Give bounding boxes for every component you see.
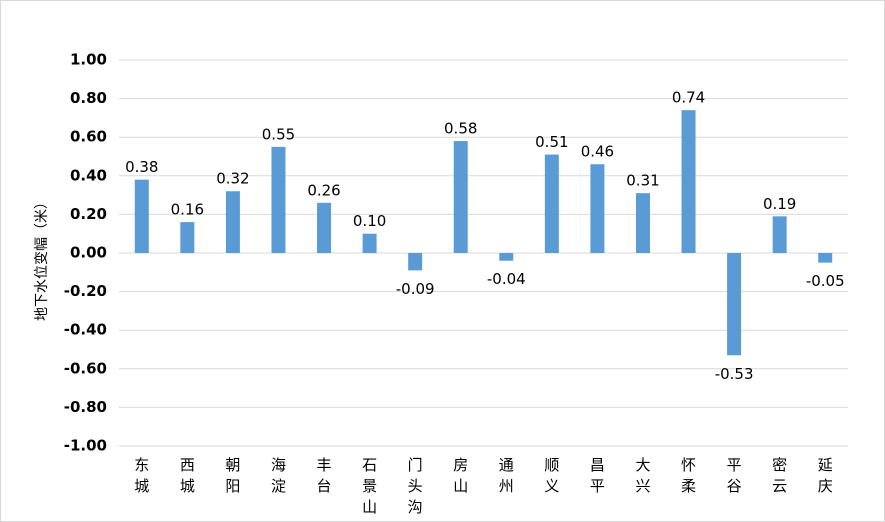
x-tick-label: 顺义 bbox=[544, 456, 559, 495]
data-label: 0.74 bbox=[672, 89, 705, 107]
x-tick-label: 西城 bbox=[180, 456, 195, 495]
x-tick-label: 门头沟 bbox=[408, 456, 423, 516]
x-tick-label: 房山 bbox=[453, 456, 468, 495]
x-tick-label: 平谷 bbox=[727, 456, 742, 495]
y-tick-label: 0.80 bbox=[70, 89, 107, 107]
bar bbox=[408, 253, 423, 271]
y-axis-ticks: 1.00 0.80 0.60 0.40 0.20 0.00 -0.20 -0.40 -0.60 -… bbox=[64, 51, 107, 455]
x-tick-label: 大兴 bbox=[635, 456, 650, 495]
x-tick-label: 通州 bbox=[499, 456, 514, 495]
y-tick-label: 1.00 bbox=[70, 51, 107, 69]
y-tick-label: -1.00 bbox=[64, 437, 107, 455]
data-label: 0.19 bbox=[763, 195, 796, 213]
x-tick-label: 怀柔 bbox=[681, 456, 696, 495]
y-tick-label: 0.60 bbox=[70, 128, 107, 146]
y-tick-label: 0.20 bbox=[70, 205, 107, 223]
y-axis-label: 地下水位变幅（米） bbox=[34, 195, 50, 321]
x-tick-label: 石景山 bbox=[362, 456, 377, 516]
gridlines bbox=[119, 59, 848, 447]
x-tick-label: 延庆 bbox=[818, 456, 833, 495]
data-label: -0.05 bbox=[806, 272, 845, 290]
x-tick-label: 朝阳 bbox=[225, 456, 240, 495]
bar bbox=[499, 253, 514, 261]
x-tick-label: 密云 bbox=[772, 456, 787, 495]
x-tick-label: 昌平 bbox=[590, 456, 605, 495]
data-label: -0.04 bbox=[487, 270, 526, 288]
data-label: 0.32 bbox=[216, 170, 249, 188]
data-label: 0.55 bbox=[262, 125, 295, 143]
bar bbox=[225, 191, 240, 253]
data-labels: 0.38 0.16 0.32 0.55 0.26 0.10 -0.09 0.58 -0.04 0.… bbox=[125, 89, 845, 383]
data-label: 0.58 bbox=[444, 120, 477, 138]
y-tick-label: 0.00 bbox=[70, 244, 107, 262]
bar bbox=[180, 222, 195, 253]
bar bbox=[453, 141, 468, 253]
bar bbox=[818, 253, 833, 263]
bar bbox=[635, 193, 650, 253]
bar bbox=[772, 216, 787, 253]
bars bbox=[134, 110, 833, 356]
data-label: -0.53 bbox=[715, 365, 754, 383]
y-tick-label: -0.40 bbox=[64, 321, 107, 339]
bar bbox=[681, 110, 696, 254]
data-label: -0.09 bbox=[396, 280, 435, 298]
y-tick-label: 0.40 bbox=[70, 166, 107, 184]
data-label: 0.51 bbox=[535, 133, 568, 151]
x-tick-label: 东城 bbox=[134, 456, 149, 495]
bar bbox=[590, 164, 605, 253]
bar bbox=[317, 202, 332, 253]
data-label: 0.46 bbox=[581, 143, 614, 161]
data-label: 0.10 bbox=[353, 212, 386, 230]
bar bbox=[727, 253, 742, 356]
y-tick-label: -0.60 bbox=[64, 359, 107, 377]
bar bbox=[544, 154, 559, 253]
y-tick-label: -0.20 bbox=[64, 282, 107, 300]
x-tick-label: 海淀 bbox=[271, 456, 286, 495]
data-label: 0.31 bbox=[626, 172, 659, 190]
bar bbox=[362, 233, 377, 253]
data-label: 0.38 bbox=[125, 158, 158, 176]
bar bbox=[271, 146, 286, 253]
bar bbox=[134, 179, 149, 253]
y-tick-label: -0.80 bbox=[64, 398, 107, 416]
x-tick-label: 丰台 bbox=[317, 456, 332, 495]
data-label: 0.26 bbox=[307, 181, 340, 199]
data-label: 0.16 bbox=[171, 201, 204, 219]
